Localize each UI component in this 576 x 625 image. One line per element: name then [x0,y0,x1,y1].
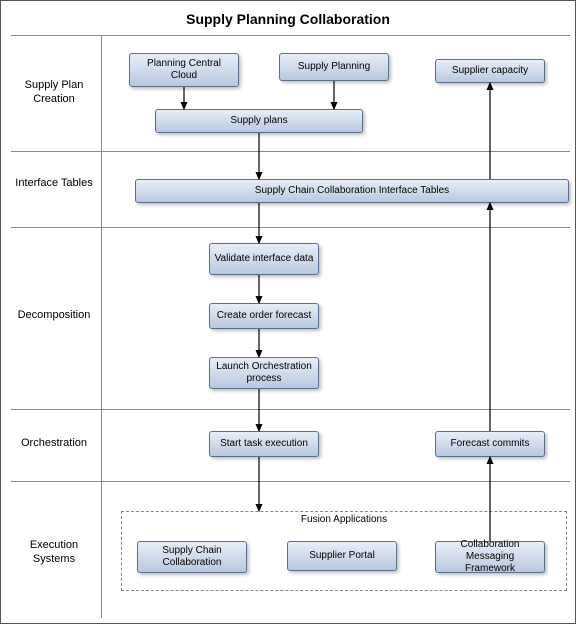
divider [11,151,570,152]
divider [11,481,570,482]
row-label: Orchestration [15,437,93,451]
node-interface-tables: Supply Chain Collaboration Interface Tab… [135,179,569,203]
diagram-title: Supply Planning Collaboration [1,11,575,27]
node-validate: Validate interface data [209,243,319,275]
node-cmf: Collaboration Messaging Framework [435,541,545,573]
node-supplier-portal: Supplier Portal [287,541,397,571]
node-launch-orch: Launch Orchestration process [209,357,319,389]
divider [11,35,570,36]
node-supply-plans: Supply plans [155,109,363,133]
node-supplier-capacity: Supplier capacity [435,59,545,83]
flowchart-canvas: Supply Planning Collaboration Supply Pla… [0,0,576,624]
node-planning-central: Planning Central Cloud [129,53,239,87]
node-create-forecast: Create order forecast [209,303,319,329]
fusion-apps-label: Fusion Applications [122,514,566,525]
label-divider [101,35,102,618]
node-start-task: Start task execution [209,431,319,457]
row-label: Decomposition [15,309,93,323]
node-scc: Supply Chain Collaboration [137,541,247,573]
node-supply-planning: Supply Planning [279,53,389,81]
divider [11,409,570,410]
divider [11,227,570,228]
row-label: Supply Plan Creation [15,79,93,107]
node-forecast-commits: Forecast commits [435,431,545,457]
row-label: Interface Tables [15,177,93,191]
row-label: Execution Systems [15,539,93,567]
